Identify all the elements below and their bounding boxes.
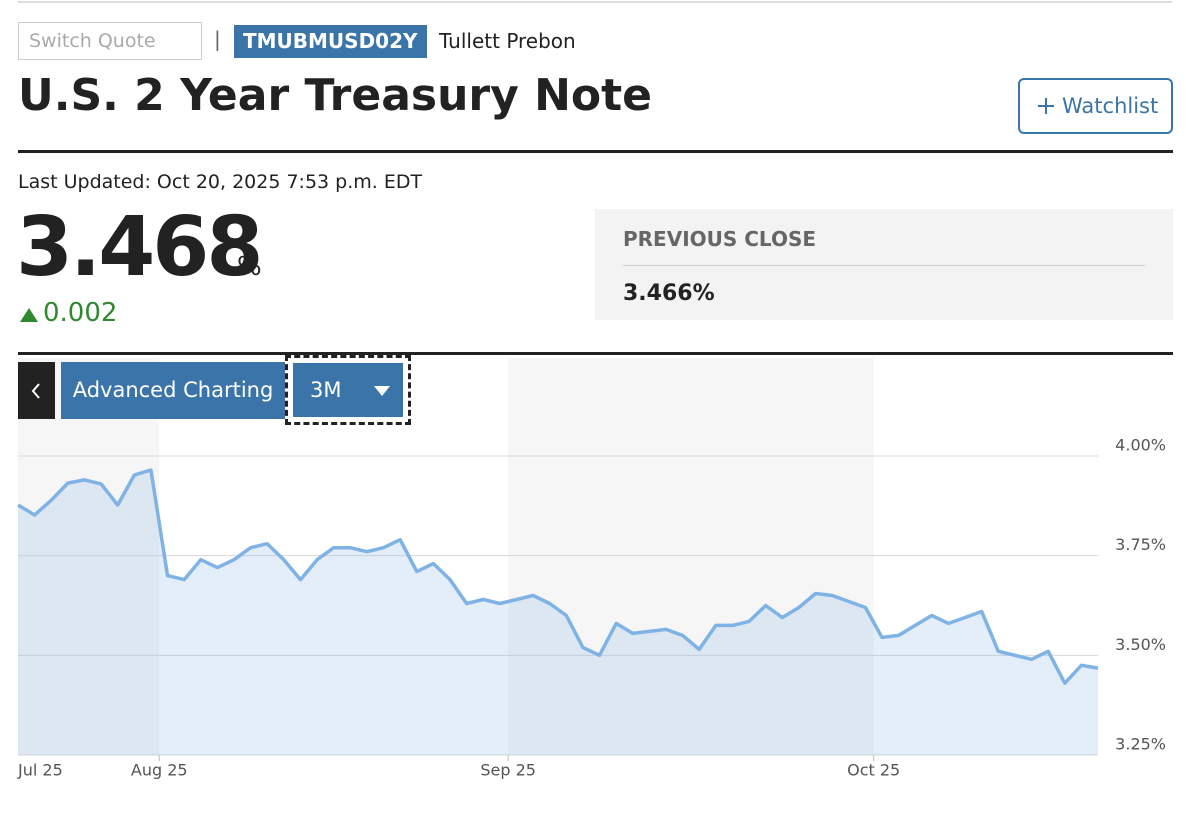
search-box[interactable]: Switch Quote xyxy=(18,22,202,60)
watchlist-button[interactable]: Watchlist xyxy=(1018,78,1173,134)
previous-close-label: PREVIOUS CLOSE xyxy=(623,227,817,251)
source: Tullett Prebon xyxy=(439,29,576,53)
x-tick-label: Sep 25 xyxy=(480,761,536,780)
month-band xyxy=(873,358,1098,755)
chart: 3.25% 3.50% 3.75% 4.00% Jul 25 Aug 25 Sep 25 Oc… xyxy=(17,358,1166,780)
y-tick-label: 3.50% xyxy=(1115,635,1166,654)
range-label: 3M xyxy=(310,378,342,402)
change: 0.002 xyxy=(43,298,118,328)
range-dropdown[interactable]: 3M xyxy=(285,355,411,425)
ticker[interactable]: TMUBMUSD02Y xyxy=(234,25,427,58)
price-unit: % xyxy=(237,252,262,282)
chevron-icon xyxy=(31,383,40,399)
back-button[interactable] xyxy=(18,362,55,419)
separator: | xyxy=(214,27,221,51)
x-tick-label: Aug 25 xyxy=(131,761,188,780)
previous-close-value: 3.466% xyxy=(623,281,715,306)
x-tick-label: Oct 25 xyxy=(847,761,900,780)
price: 3.468 xyxy=(16,200,263,295)
top-rule xyxy=(18,1,1172,3)
y-tick-label: 4.00% xyxy=(1115,436,1166,455)
watchlist-label: Watchlist xyxy=(1062,94,1159,118)
area-fill xyxy=(18,470,1098,755)
plus-icon xyxy=(1038,98,1054,114)
month-band xyxy=(508,358,874,755)
y-tick-label: 3.25% xyxy=(1115,735,1166,754)
dropdown-arrow xyxy=(374,386,390,396)
divider xyxy=(623,265,1145,266)
rule xyxy=(18,352,1173,355)
up-arrow xyxy=(20,308,38,322)
month-band xyxy=(18,358,160,755)
title: U.S. 2 Year Treasury Note xyxy=(18,70,653,121)
rule xyxy=(18,150,1173,153)
line xyxy=(17,468,1099,685)
previous-close-panel: PREVIOUS CLOSE 3.466% xyxy=(595,209,1173,320)
advanced-charting-button[interactable]: Advanced Charting xyxy=(61,362,285,419)
x-tick-label: Jul 25 xyxy=(17,761,63,780)
last-updated: Last Updated: Oct 20, 2025 7:53 p.m. EDT xyxy=(18,171,423,193)
y-tick-label: 3.75% xyxy=(1115,535,1166,554)
